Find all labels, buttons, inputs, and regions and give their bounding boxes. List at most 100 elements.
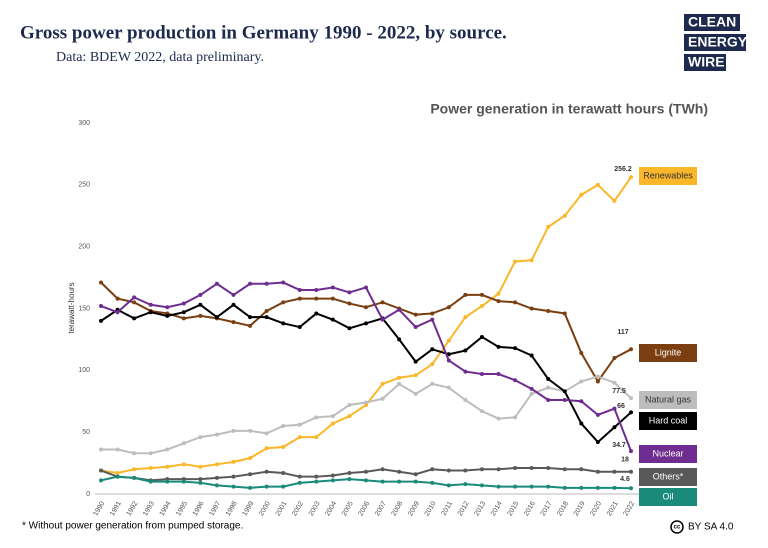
- data-point: [529, 466, 534, 471]
- data-point: [264, 281, 269, 286]
- data-point: [479, 372, 484, 377]
- data-point: [330, 473, 335, 478]
- legend-label: Renewables: [643, 170, 693, 180]
- data-point: [629, 347, 633, 352]
- data-point: [198, 435, 203, 440]
- data-point: [165, 447, 170, 452]
- legend-label: Others*: [653, 471, 684, 481]
- data-point: [148, 310, 153, 315]
- data-point: [397, 381, 402, 386]
- data-point: [463, 315, 468, 320]
- y-tick-label: 100: [78, 367, 90, 374]
- data-point: [330, 296, 335, 301]
- data-point: [446, 385, 451, 390]
- y-tick-label: 200: [78, 244, 90, 251]
- data-point: [198, 477, 203, 482]
- data-point: [314, 474, 319, 479]
- data-point: [446, 483, 451, 488]
- data-point: [264, 308, 269, 313]
- data-point: [612, 425, 617, 430]
- data-point: [214, 315, 219, 320]
- x-tick-label: 2008: [391, 500, 405, 517]
- data-point: [264, 431, 269, 436]
- data-point: [463, 369, 468, 374]
- data-point: [181, 310, 186, 315]
- data-point: [513, 484, 518, 489]
- legend-swatch: [639, 445, 697, 463]
- data-point: [132, 475, 137, 480]
- chart-title: Power generation in terawatt hours (TWh): [430, 101, 708, 117]
- legend-label: Oil: [663, 491, 674, 501]
- data-point: [132, 295, 137, 300]
- data-point: [330, 317, 335, 322]
- data-point: [115, 474, 120, 479]
- data-point: [430, 381, 435, 386]
- data-point: [281, 321, 286, 326]
- data-point: [430, 317, 435, 322]
- x-tick-label: 2000: [258, 500, 272, 517]
- data-point: [248, 428, 253, 433]
- x-tick-label: 2019: [573, 500, 587, 517]
- data-point: [231, 292, 236, 297]
- data-point: [430, 311, 435, 316]
- data-point: [595, 485, 600, 490]
- legend-swatch: [639, 344, 697, 362]
- data-point: [413, 359, 418, 364]
- data-point: [629, 486, 633, 491]
- data-point: [496, 299, 501, 304]
- data-point: [297, 480, 302, 485]
- data-point: [248, 472, 253, 477]
- data-point: [513, 378, 518, 383]
- data-point: [248, 315, 253, 320]
- data-point: [529, 391, 534, 396]
- data-point: [330, 285, 335, 290]
- x-tick-label: 2005: [341, 500, 355, 517]
- data-point: [562, 213, 567, 218]
- data-point: [347, 470, 352, 475]
- data-point: [380, 300, 385, 305]
- data-point: [181, 479, 186, 484]
- y-tick-label: 50: [82, 429, 90, 436]
- data-point: [629, 410, 633, 415]
- data-point: [198, 302, 203, 307]
- data-point: [513, 259, 518, 264]
- data-point: [248, 485, 253, 490]
- data-point: [479, 304, 484, 309]
- legend-label: Nuclear: [652, 448, 683, 458]
- data-point: [595, 440, 600, 445]
- data-point: [496, 484, 501, 489]
- data-point: [413, 312, 418, 317]
- x-tick-label: 2010: [424, 500, 438, 517]
- cc-text: cc: [674, 525, 681, 531]
- data-point: [330, 478, 335, 483]
- footnote: * Without power generation from pumped s…: [22, 521, 243, 532]
- data-point: [115, 470, 120, 475]
- data-point: [612, 485, 617, 490]
- logo-box: [684, 34, 746, 51]
- data-point: [446, 468, 451, 473]
- data-point: [595, 412, 600, 417]
- data-point: [562, 485, 567, 490]
- x-tick-label: 1992: [126, 500, 140, 517]
- data-point: [463, 468, 468, 473]
- data-point: [579, 467, 584, 472]
- data-point: [479, 409, 484, 414]
- x-tick-label: 2014: [490, 500, 504, 517]
- data-point: [314, 415, 319, 420]
- y-tick-label: 300: [78, 120, 90, 127]
- logo-box: [684, 54, 726, 71]
- series-line: [100, 281, 632, 384]
- data-point: [198, 480, 203, 485]
- x-tick-label: 2020: [589, 500, 603, 517]
- data-point: [347, 477, 352, 482]
- value-label: 77.5: [612, 388, 626, 395]
- x-tick-label: 2018: [556, 500, 570, 517]
- data-point: [629, 175, 633, 180]
- x-tick-label: 1991: [109, 500, 123, 517]
- data-point: [181, 301, 186, 306]
- data-point: [579, 485, 584, 490]
- data-point: [479, 334, 484, 339]
- data-point: [115, 310, 120, 315]
- data-point: [413, 373, 418, 378]
